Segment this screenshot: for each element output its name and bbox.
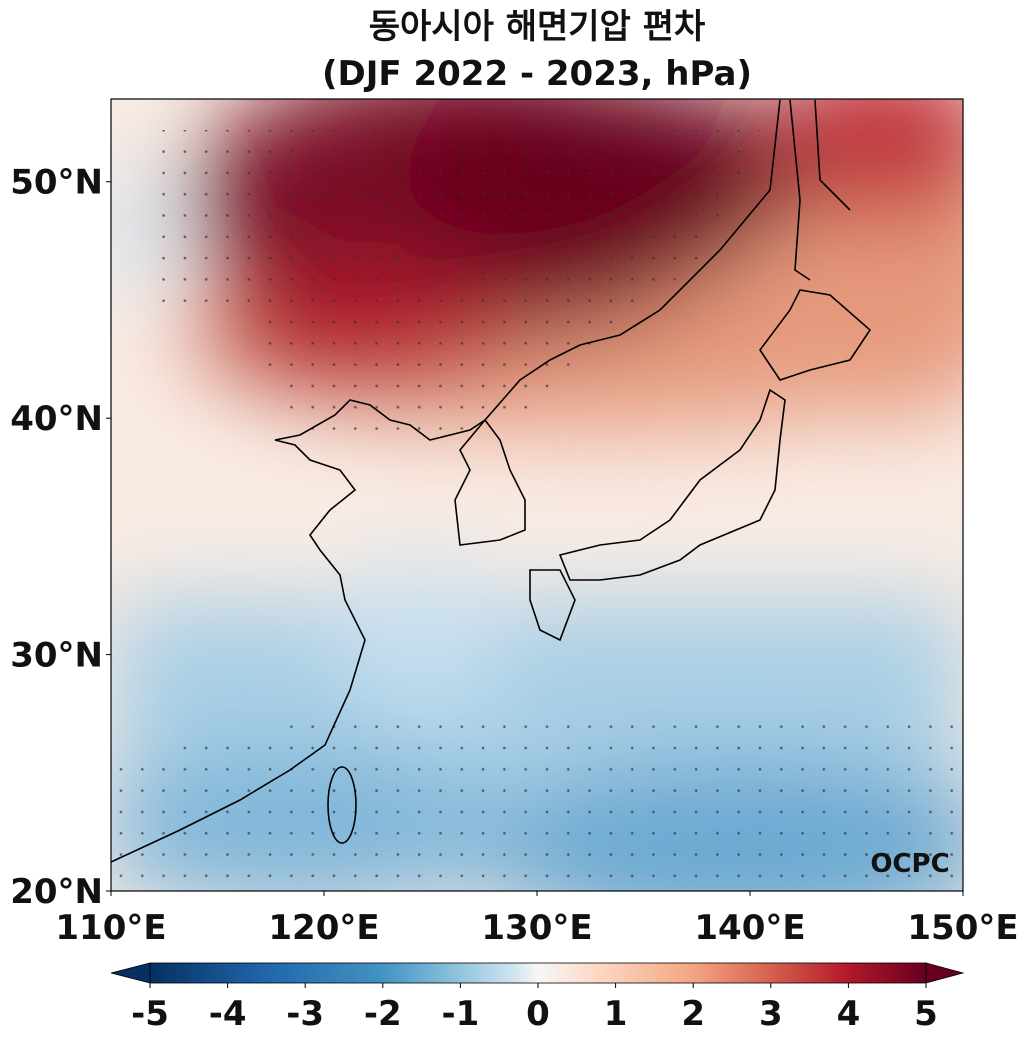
title: 동아시아 해면기압 편차 [369,7,705,47]
watermark: OCPC [870,849,949,879]
colorbar-tick-label: -1 [442,994,480,1034]
colorbar [149,962,927,984]
y-tick-label: 30°N [10,636,103,676]
colorbar-extend-high [925,962,965,984]
x-tick-label: 110°E [55,908,166,948]
y-tick-label: 20°N [10,872,103,912]
x-tick-label: 140°E [694,908,805,948]
colorbar-tick-label: 4 [837,994,861,1034]
x-tick-label: 150°E [907,908,1018,948]
colorbar-tick-label: 3 [759,994,783,1034]
colorbar-tick-label: 5 [914,994,938,1034]
field: OCPC [111,99,963,891]
colorbar-tick-label: -2 [364,994,402,1034]
y-tick-label: 50°N [10,163,103,203]
colorbar-tick-label: -4 [209,994,247,1034]
colorbar-tick-label: -5 [131,994,169,1034]
colorbar-tick-label: 1 [604,994,628,1034]
colorbar-tick-label: 2 [681,994,705,1034]
colorbar-tick-label: -3 [286,994,324,1034]
subtitle: (DJF 2022 - 2023, hPa) [322,54,752,94]
colorbar-tick-label: 0 [526,994,550,1034]
y-tick-label: 40°N [10,399,103,439]
x-tick-label: 130°E [481,908,592,948]
colorbar-extend-low [110,962,151,984]
x-tick-label: 120°E [268,908,379,948]
